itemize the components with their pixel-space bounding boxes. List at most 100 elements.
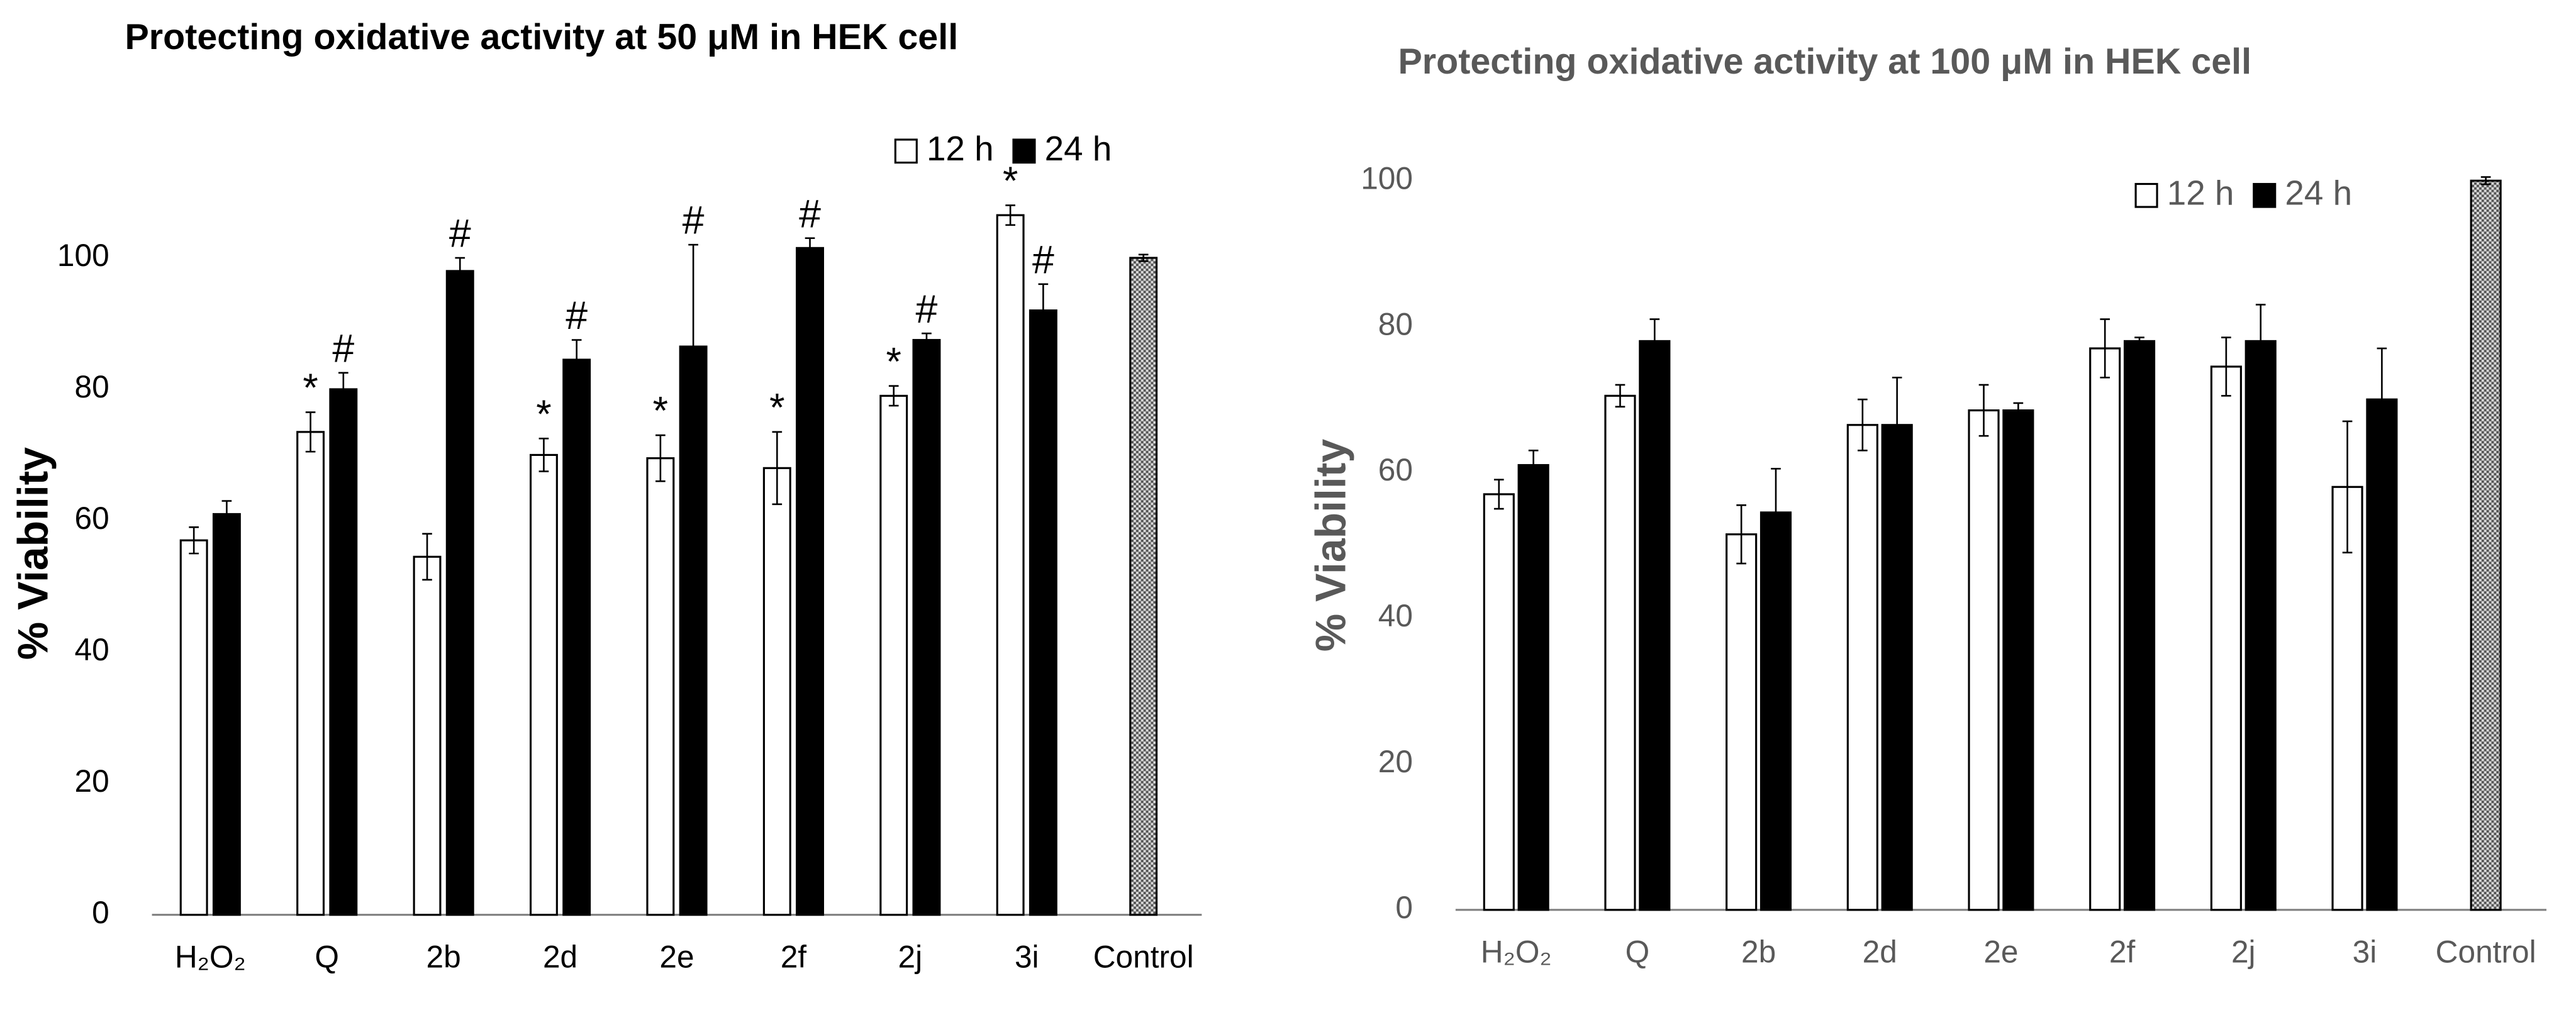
error-bar xyxy=(305,411,316,453)
chart-title: Protecting oxidative activity at 100 μM … xyxy=(1398,42,2251,82)
bar xyxy=(646,457,675,916)
bar xyxy=(912,339,941,916)
significance-mark: # xyxy=(1032,238,1054,282)
bar xyxy=(562,358,591,916)
bar xyxy=(445,270,474,916)
significance-mark: # xyxy=(683,199,705,243)
bar xyxy=(996,214,1025,916)
y-tick-label: 60 xyxy=(74,501,109,536)
error-bar xyxy=(655,434,666,482)
x-tick-label: Q xyxy=(1625,934,1650,969)
error-bar xyxy=(1771,468,1781,557)
bar xyxy=(2331,485,2363,911)
bar xyxy=(2002,409,2034,911)
error-bar xyxy=(338,372,348,407)
error-bar xyxy=(455,257,466,286)
bar xyxy=(796,247,824,916)
bar xyxy=(1846,424,1878,911)
error-bar xyxy=(688,243,698,450)
bar xyxy=(2470,179,2502,911)
error-bar xyxy=(1528,450,1539,481)
legend-label: 12 h xyxy=(927,129,994,168)
error-bar xyxy=(1615,384,1625,408)
legend-swatch xyxy=(2253,182,2277,208)
bar xyxy=(2089,347,2121,911)
error-bar xyxy=(571,339,582,380)
y-axis-label: % Viability xyxy=(1308,439,1355,652)
x-tick-label: 2e xyxy=(1983,934,2018,969)
significance-mark: * xyxy=(886,340,901,384)
x-tick-label: 2f xyxy=(781,939,807,974)
bar xyxy=(1604,394,1636,911)
significance-mark: * xyxy=(653,389,668,433)
error-bar xyxy=(189,526,199,555)
bar xyxy=(1029,309,1057,916)
legend-swatch xyxy=(2134,182,2158,208)
bar xyxy=(2244,340,2277,911)
bar xyxy=(2123,340,2156,911)
y-tick-label: 60 xyxy=(1378,452,1413,487)
y-tick-label: 80 xyxy=(74,369,109,404)
chart-title: Protecting oxidative activity at 50 μM i… xyxy=(125,17,958,57)
legend-swatch xyxy=(1012,138,1036,164)
x-tick-label: 2j xyxy=(2231,934,2256,969)
error-bar xyxy=(1493,479,1504,510)
x-tick-label: H₂O₂ xyxy=(1481,934,1552,969)
bar xyxy=(1881,424,1913,911)
error-bar xyxy=(888,385,899,407)
x-tick-label: 2b xyxy=(427,939,461,974)
error-bar xyxy=(2013,402,2024,419)
x-tick-label: 2f xyxy=(2109,934,2136,969)
error-bar xyxy=(2480,176,2491,186)
error-bar xyxy=(2342,420,2353,553)
significance-mark: # xyxy=(799,192,821,236)
bar xyxy=(1517,463,1549,911)
bar xyxy=(879,394,908,916)
bar xyxy=(1129,257,1158,916)
error-bar xyxy=(2377,347,2387,452)
y-tick-label: 40 xyxy=(74,632,109,667)
x-tick-label: Control xyxy=(1093,939,1194,974)
bar xyxy=(179,539,208,916)
bar xyxy=(529,453,558,916)
x-tick-label: 2b xyxy=(1741,934,1776,969)
error-bar xyxy=(1138,253,1149,262)
bar xyxy=(1483,493,1515,911)
error-bar xyxy=(2221,336,2231,397)
x-tick-label: H₂O₂ xyxy=(175,939,246,974)
legend-swatch xyxy=(894,138,918,164)
error-bar xyxy=(1005,204,1015,226)
error-bar xyxy=(2255,304,2266,379)
y-tick-label: 100 xyxy=(1361,160,1413,196)
significance-mark: * xyxy=(769,385,784,430)
significance-mark: # xyxy=(449,212,471,256)
error-bar xyxy=(538,438,549,472)
error-bar xyxy=(1038,283,1049,338)
y-tick-label: 0 xyxy=(92,895,109,930)
x-tick-label: 2j xyxy=(898,939,923,974)
x-tick-label: 2d xyxy=(1863,934,1897,969)
x-tick-label: Control xyxy=(2436,934,2536,969)
x-tick-label: 2e xyxy=(659,939,694,974)
bar xyxy=(212,513,241,916)
significance-mark: * xyxy=(536,392,551,436)
error-bar xyxy=(922,332,932,348)
legend-label: 24 h xyxy=(2285,173,2352,212)
y-tick-label: 20 xyxy=(74,763,109,799)
bar xyxy=(1639,340,1671,911)
x-tick-label: 3i xyxy=(1015,939,1039,974)
error-bar xyxy=(772,431,783,506)
error-bar xyxy=(1892,377,1902,474)
bar xyxy=(2210,365,2242,911)
bar xyxy=(1968,409,2000,911)
error-bar xyxy=(1858,398,1868,452)
x-tick-label: 2d xyxy=(543,939,577,974)
error-bar xyxy=(1649,318,1660,364)
error-bar xyxy=(1736,504,1746,565)
y-tick-label: 0 xyxy=(1395,890,1413,925)
y-tick-label: 20 xyxy=(1378,744,1413,779)
error-bar xyxy=(2134,336,2144,346)
significance-mark: # xyxy=(566,294,588,338)
y-tick-label: 100 xyxy=(57,238,109,273)
